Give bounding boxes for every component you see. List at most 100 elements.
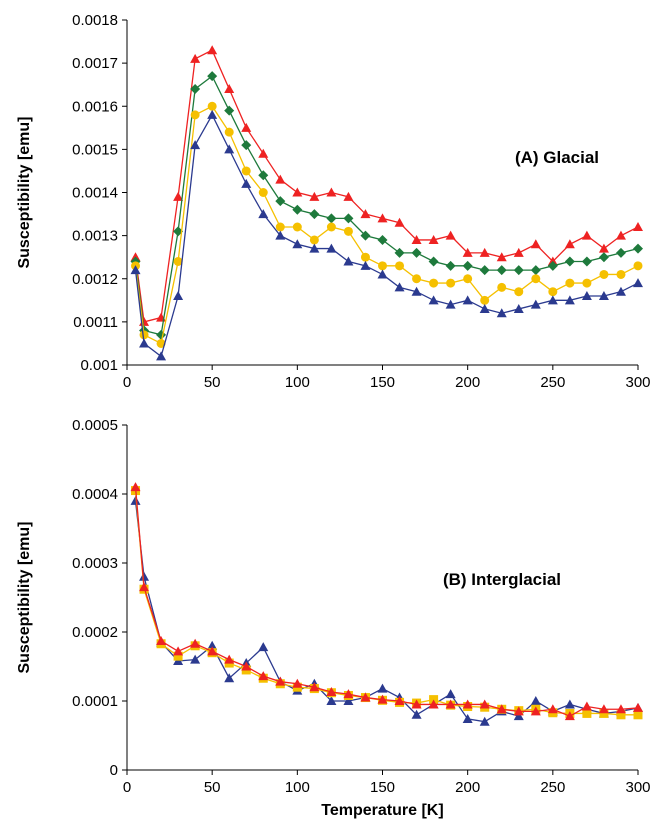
- data-point: [514, 287, 524, 297]
- data-point: [190, 638, 201, 648]
- panel-glacial: 0.001 0.0011 0.0012 0.0013 0.0014 0.0015 0.001…: [16, 12, 651, 391]
- data-point: [258, 642, 269, 652]
- data-point: [360, 252, 370, 262]
- data-point: [479, 716, 490, 726]
- data-point: [615, 230, 626, 240]
- data-point: [615, 704, 626, 714]
- data-point: [445, 299, 456, 309]
- data-point: [462, 699, 473, 709]
- data-point: [615, 247, 626, 258]
- data-point: [513, 265, 524, 276]
- data-point: [156, 635, 167, 645]
- data-point: [343, 256, 354, 266]
- x-tick-label: 100: [285, 374, 310, 391]
- data-point: [360, 692, 371, 702]
- y-tick-label: 0.0012: [72, 271, 118, 288]
- data-point: [479, 303, 490, 313]
- data-point: [564, 711, 575, 721]
- data-point: [258, 188, 268, 197]
- data-point: [156, 329, 167, 340]
- data-point: [139, 571, 150, 581]
- data-point: [224, 144, 235, 154]
- data-point: [496, 265, 507, 276]
- series-line: [134, 49, 639, 323]
- data-point: [309, 191, 320, 201]
- data-point: [360, 209, 371, 219]
- data-point: [292, 678, 303, 688]
- x-tick-label: 150: [370, 374, 395, 391]
- data-point: [530, 706, 541, 716]
- data-point: [411, 247, 422, 258]
- data-point: [496, 704, 507, 714]
- x-tick-label: 200: [455, 374, 480, 391]
- data-point: [513, 247, 524, 257]
- series-line: [134, 105, 639, 345]
- data-point: [326, 243, 337, 253]
- data-point: [633, 710, 643, 720]
- series-line: [134, 500, 639, 723]
- data-point: [190, 84, 201, 94]
- data-point: [360, 260, 371, 270]
- data-point: [309, 235, 319, 245]
- data-point: [428, 295, 439, 305]
- data-point: [156, 338, 166, 348]
- y-tick-label: 0.0013: [72, 228, 118, 245]
- data-point: [292, 204, 303, 215]
- data-point: [462, 295, 473, 305]
- data-point: [343, 226, 353, 236]
- data-point: [564, 256, 575, 267]
- data-point: [616, 710, 626, 720]
- data-point: [582, 708, 592, 718]
- series-2: [131, 486, 643, 720]
- data-point: [326, 213, 337, 224]
- data-point: [275, 174, 286, 184]
- data-point: [173, 226, 184, 237]
- data-point: [377, 694, 388, 704]
- y-axis-title: Susceptibility [emu]: [16, 116, 33, 268]
- series-line: [134, 487, 639, 717]
- series-3: [130, 482, 643, 721]
- data-point: [446, 278, 456, 288]
- data-point: [258, 671, 269, 681]
- data-point: [156, 351, 167, 361]
- y-tick-label: 0.0011: [73, 314, 118, 331]
- data-point: [633, 278, 643, 288]
- data-point: [130, 265, 141, 275]
- data-point: [258, 209, 269, 219]
- data-point: [394, 217, 405, 227]
- data-point: [598, 704, 609, 714]
- data-point: [377, 213, 388, 223]
- data-point: [343, 213, 354, 224]
- y-tick-label: 0.0015: [72, 141, 118, 158]
- data-point: [394, 696, 405, 705]
- data-point: [564, 699, 575, 709]
- series-4: [130, 109, 643, 361]
- data-point: [513, 303, 524, 313]
- data-point: [547, 260, 558, 271]
- x-tick-label: 150: [370, 779, 395, 796]
- data-point: [207, 646, 218, 656]
- data-point: [462, 713, 473, 723]
- data-point: [394, 247, 405, 258]
- data-point: [292, 187, 303, 197]
- y-tick-label: 0.001: [80, 357, 118, 374]
- data-point: [530, 696, 541, 705]
- data-point: [548, 287, 558, 297]
- data-point: [564, 295, 575, 305]
- data-point: [241, 178, 252, 188]
- data-point: [207, 45, 218, 55]
- data-point: [479, 265, 490, 276]
- panel-interglacial: 0 0.0001 0.0002 0.0003 0.0004 0.0005 0 50 100 150…: [16, 417, 651, 819]
- data-point: [224, 105, 235, 116]
- panel-annotation: (B) Interglacial: [443, 570, 561, 589]
- y-tick-label: 0.0004: [72, 486, 118, 503]
- x-tick-label: 250: [540, 374, 565, 391]
- data-point: [445, 260, 456, 271]
- data-point: [224, 84, 235, 93]
- data-point: [190, 110, 200, 120]
- data-point: [581, 701, 592, 711]
- data-point: [462, 247, 473, 257]
- data-point: [326, 222, 336, 232]
- data-point: [343, 696, 354, 705]
